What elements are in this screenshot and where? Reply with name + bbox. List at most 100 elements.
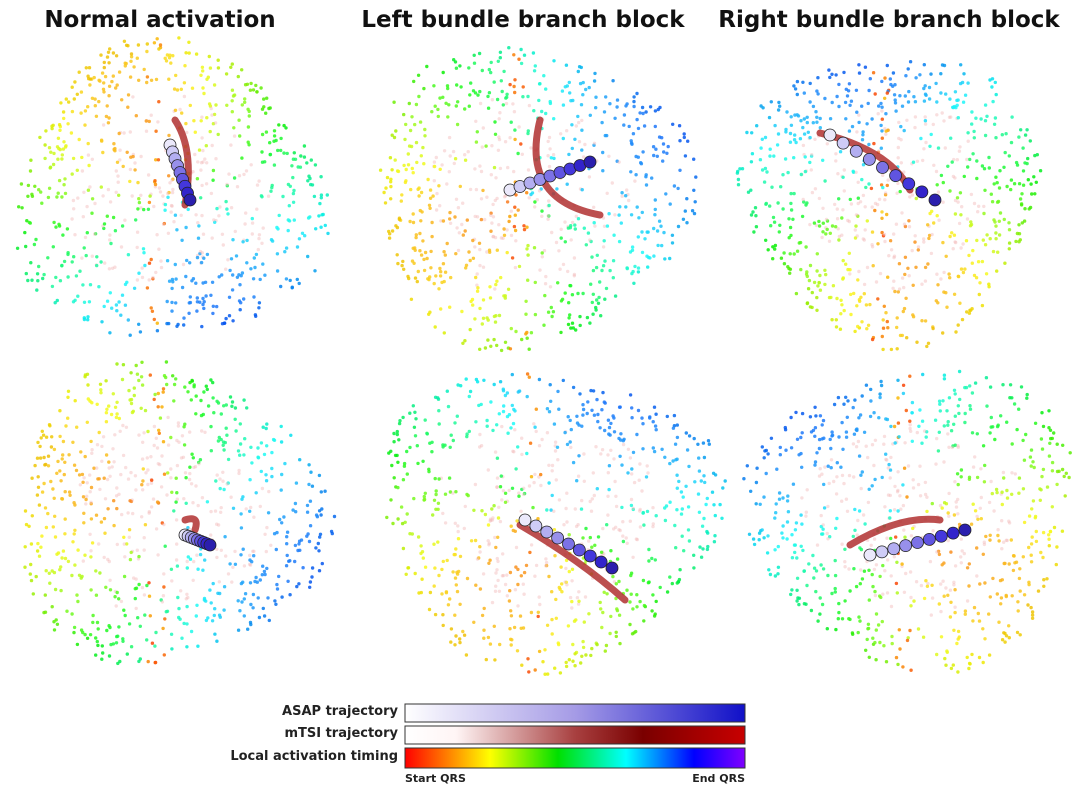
point — [133, 394, 136, 397]
point — [724, 479, 727, 482]
point — [87, 189, 90, 192]
point — [457, 537, 460, 540]
point — [837, 227, 840, 230]
point — [280, 488, 283, 491]
point — [444, 521, 447, 524]
point — [67, 100, 70, 103]
point — [142, 467, 145, 470]
legend-bar — [405, 748, 745, 768]
point — [790, 533, 793, 536]
point — [319, 226, 322, 229]
point — [420, 578, 423, 581]
point — [437, 502, 440, 505]
point — [1029, 606, 1032, 609]
point — [121, 294, 124, 297]
point — [237, 75, 240, 78]
point — [956, 512, 959, 515]
point — [924, 319, 927, 322]
asap-point — [595, 556, 607, 568]
point — [255, 253, 258, 256]
point — [462, 233, 465, 236]
point — [269, 106, 272, 109]
point — [994, 116, 997, 119]
point — [245, 261, 248, 264]
point — [52, 245, 55, 248]
point — [422, 87, 425, 90]
point — [642, 579, 645, 582]
point — [90, 452, 93, 455]
point — [698, 545, 701, 548]
point — [157, 158, 160, 161]
point — [974, 509, 977, 512]
point — [879, 380, 882, 383]
point — [121, 378, 124, 381]
point — [273, 439, 276, 442]
point — [507, 46, 510, 49]
point — [981, 260, 984, 263]
point — [111, 465, 114, 468]
point — [443, 331, 446, 334]
point — [95, 115, 98, 118]
point — [917, 483, 920, 486]
point — [886, 91, 889, 94]
point — [83, 554, 86, 557]
point — [861, 577, 864, 580]
point — [848, 104, 851, 107]
point — [1051, 469, 1054, 472]
point — [922, 237, 925, 240]
point — [889, 425, 892, 428]
point — [505, 573, 508, 576]
point — [894, 98, 897, 101]
point — [835, 517, 838, 520]
point — [655, 600, 658, 603]
point — [940, 174, 943, 177]
point — [533, 473, 536, 476]
point — [591, 497, 594, 500]
point — [920, 584, 923, 587]
point — [581, 536, 584, 539]
point — [959, 82, 962, 85]
point — [548, 165, 551, 168]
point — [990, 416, 993, 419]
point — [1030, 192, 1033, 195]
point — [893, 255, 896, 258]
point — [52, 152, 55, 155]
point — [481, 145, 484, 148]
point — [792, 156, 795, 159]
point — [1003, 562, 1006, 565]
point — [547, 481, 550, 484]
point — [828, 240, 831, 243]
point — [565, 661, 568, 664]
point — [836, 217, 839, 220]
point — [187, 208, 190, 211]
point — [768, 154, 771, 157]
point — [567, 301, 570, 304]
point — [939, 409, 942, 412]
point — [957, 323, 960, 326]
point — [838, 235, 841, 238]
point — [702, 441, 705, 444]
point — [136, 616, 139, 619]
point — [210, 601, 213, 604]
point — [263, 274, 266, 277]
point — [851, 125, 854, 128]
point — [315, 513, 318, 516]
point — [396, 430, 399, 433]
point — [113, 595, 116, 598]
point — [883, 240, 886, 243]
point — [105, 411, 108, 414]
point — [549, 400, 552, 403]
point — [406, 275, 409, 278]
point — [855, 429, 858, 432]
point — [770, 100, 773, 103]
point — [1019, 633, 1022, 636]
point — [867, 143, 870, 146]
point — [613, 117, 616, 120]
point — [252, 88, 255, 91]
point — [853, 508, 856, 511]
point — [750, 131, 753, 134]
point — [499, 51, 502, 54]
point — [995, 491, 998, 494]
point — [668, 575, 671, 578]
point — [475, 378, 478, 381]
